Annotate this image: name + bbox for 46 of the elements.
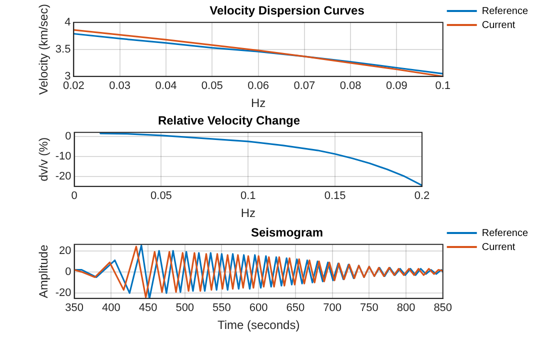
legend-label: Current xyxy=(482,20,516,31)
chart-title: Velocity Dispersion Curves xyxy=(210,4,365,18)
chart-title: Seismogram xyxy=(250,226,324,240)
y-axis-title: dv/v (%) xyxy=(36,137,51,182)
x-tick-label: 450 xyxy=(138,302,158,314)
y-tick-label: 20 xyxy=(59,244,72,257)
x-tick-label: 350 xyxy=(65,302,84,314)
legend-label: Current xyxy=(482,242,516,253)
y-tick-label: 0 xyxy=(65,266,72,278)
x-tick-label: 0.08 xyxy=(340,80,362,92)
y-axis-title: Amplitude xyxy=(36,244,51,298)
y-tick-label: 3.5 xyxy=(55,43,71,56)
x-tick-label: 750 xyxy=(360,302,378,314)
legend-label: Reference xyxy=(482,6,528,17)
x-tick-label: 0.2 xyxy=(414,190,430,202)
y-tick-label: 3 xyxy=(64,70,71,82)
x-tick-label: 500 xyxy=(176,302,194,314)
x-tick-label: 600 xyxy=(249,302,268,314)
y-tick-label: -10 xyxy=(55,150,72,162)
chart-title: Relative Velocity Change xyxy=(158,114,300,128)
x-tick-label: 700 xyxy=(323,302,342,314)
x-tick-label: 0.07 xyxy=(294,80,316,92)
x-tick-label: 0.15 xyxy=(324,190,346,202)
legend-label: Reference xyxy=(482,228,528,239)
y-tick-label: 0 xyxy=(65,130,72,142)
x-tick-label: 0.06 xyxy=(248,80,269,92)
x-tick-label: 0.1 xyxy=(435,80,451,92)
x-tick-label: 0.05 xyxy=(150,190,172,202)
x-tick-label: 850 xyxy=(434,302,452,314)
x-tick-label: 800 xyxy=(396,302,416,314)
y-tick-label: 4 xyxy=(64,16,71,28)
y-axis-title: Velocity (km/sec) xyxy=(36,4,51,95)
x-tick-label: 400 xyxy=(102,302,120,314)
x-tick-label: 650 xyxy=(286,302,305,314)
y-tick-label: -20 xyxy=(55,170,72,182)
x-axis-title: Time (seconds) xyxy=(217,318,300,332)
x-tick-label: 0.09 xyxy=(386,80,408,92)
x-axis-title: Hz xyxy=(250,96,266,110)
x-tick-label: 0.04 xyxy=(155,80,177,92)
x-tick-label: 0.03 xyxy=(109,80,131,92)
x-tick-label: 0.05 xyxy=(201,80,223,92)
x-axis-title: Hz xyxy=(240,206,256,220)
x-tick-label: 0.02 xyxy=(62,80,84,92)
x-tick-label: 550 xyxy=(212,302,231,314)
y-tick-label: -20 xyxy=(55,287,72,300)
x-tick-label: 0.1 xyxy=(240,190,256,202)
